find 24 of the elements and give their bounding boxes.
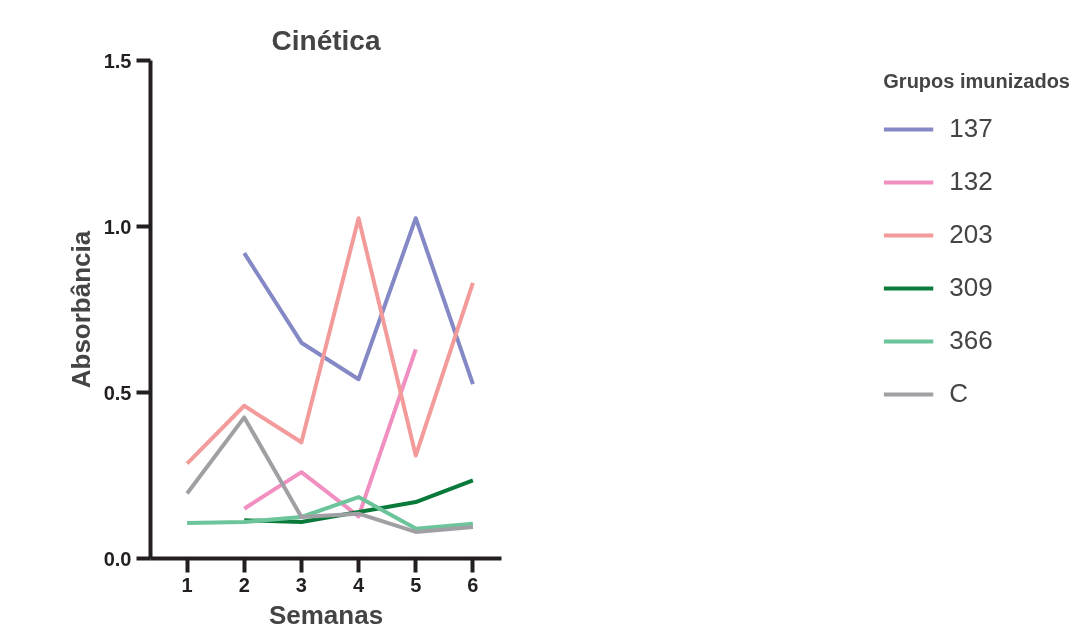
- line-series: [242, 216, 475, 387]
- x-axis-title: Semanas: [268, 599, 384, 630]
- chart-title: Cinética: [271, 24, 381, 56]
- y-tick-label: 1.0: [103, 215, 132, 238]
- legend-title: Grupos imunizados: [883, 70, 1070, 93]
- legend-label: 132: [949, 166, 993, 197]
- y-tick-label: 1.5: [103, 49, 132, 72]
- legend-label: 309: [949, 272, 993, 303]
- line-series: [185, 216, 475, 466]
- legend-label: C: [949, 378, 970, 409]
- y-tick-label: 0.0: [103, 547, 132, 570]
- x-tick-label: 5: [410, 573, 422, 596]
- line-series: [185, 415, 475, 534]
- legend-label: 137: [949, 113, 993, 144]
- y-tick-label: 0.5: [103, 381, 132, 404]
- x-tick-label: 6: [467, 573, 479, 596]
- x-tick-label: 1: [181, 573, 193, 596]
- legend-label: 203: [949, 219, 993, 250]
- legend-label: 366: [949, 325, 993, 356]
- x-tick-label: 3: [295, 573, 307, 596]
- x-tick-label: 2: [238, 573, 250, 596]
- y-axis-title: Absorbância: [65, 230, 96, 389]
- x-tick-label: 4: [353, 573, 366, 596]
- line-series: [185, 495, 475, 531]
